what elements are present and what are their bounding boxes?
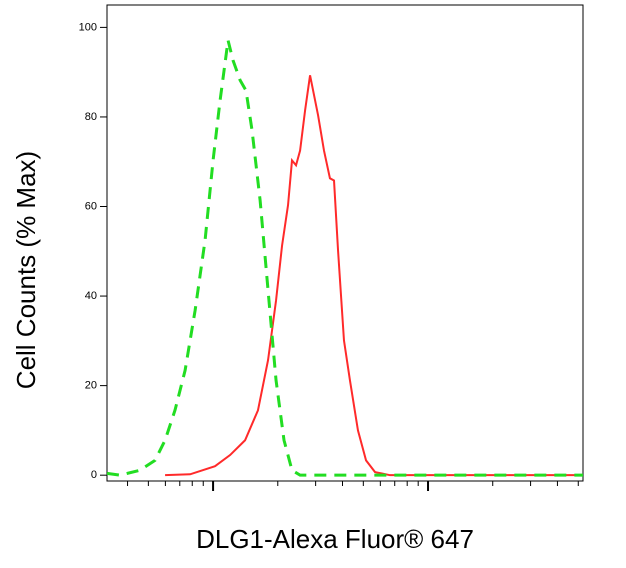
y-tick-label: 20 bbox=[85, 380, 97, 392]
y-axis-label: Cell Counts (% Max) bbox=[11, 151, 41, 389]
series-line bbox=[165, 75, 583, 477]
y-tick-label: 60 bbox=[85, 200, 97, 212]
y-tick-label: 80 bbox=[85, 111, 97, 123]
y-tick-label: 0 bbox=[91, 469, 97, 481]
y-tick-label: 100 bbox=[79, 21, 97, 33]
plot-frame bbox=[106, 4, 584, 482]
x-axis-label: DLG1-Alexa Fluor® 647 bbox=[196, 524, 474, 554]
y-tick-label: 40 bbox=[85, 290, 97, 302]
series-line bbox=[106, 40, 583, 477]
